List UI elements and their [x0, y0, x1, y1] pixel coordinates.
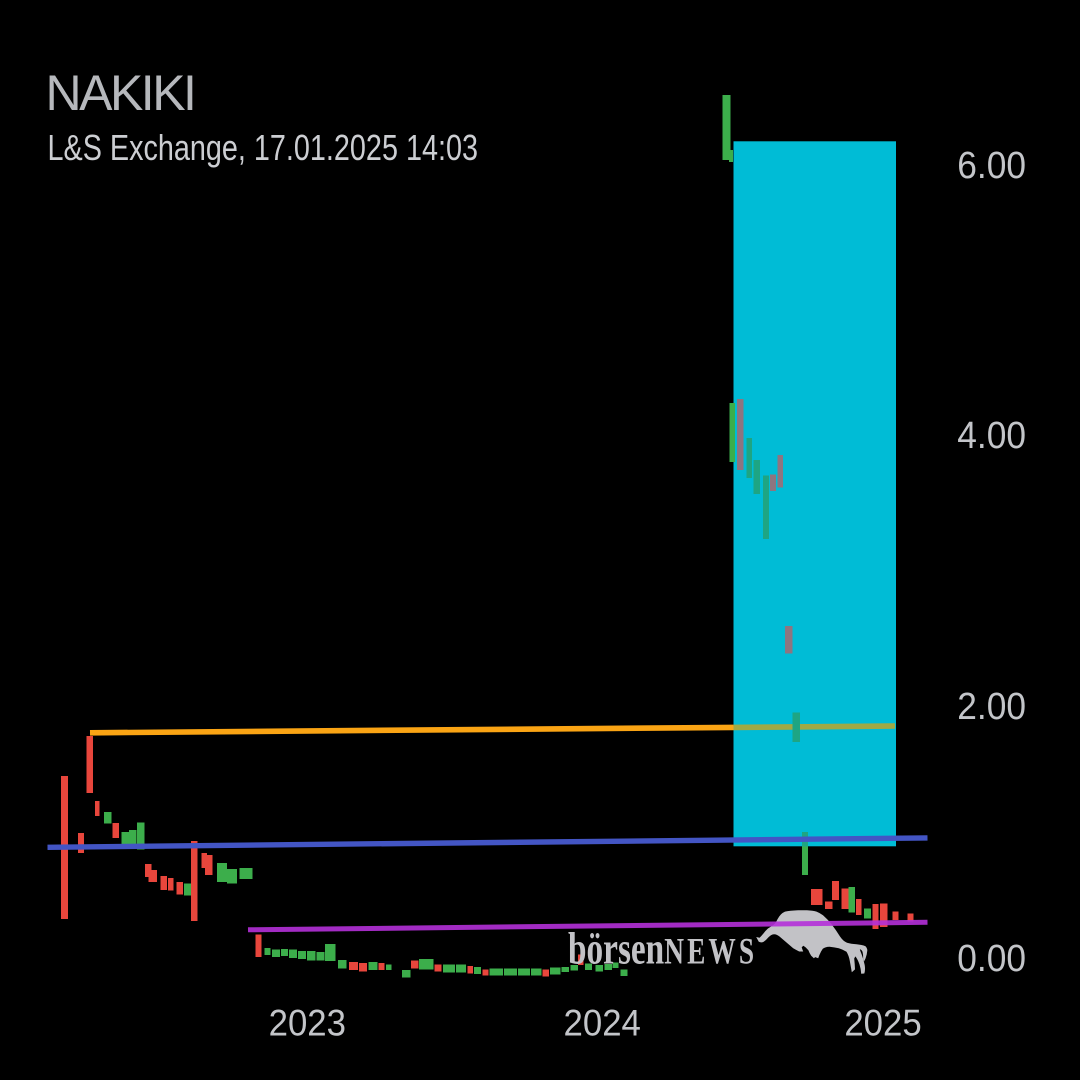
svg-text:börsenNEWS: börsenNEWS — [568, 924, 757, 974]
svg-text:4.00: 4.00 — [957, 414, 1026, 456]
svg-text:2024: 2024 — [564, 1003, 641, 1044]
svg-text:2.00: 2.00 — [957, 685, 1026, 727]
svg-text:2025: 2025 — [844, 1003, 921, 1044]
svg-text:0.00: 0.00 — [957, 937, 1026, 979]
svg-text:NAKIKI: NAKIKI — [46, 65, 195, 121]
svg-text:6.00: 6.00 — [957, 144, 1026, 186]
svg-text:L&S Exchange, 17.01.2025 14:03: L&S Exchange, 17.01.2025 14:03 — [48, 127, 478, 168]
svg-text:2023: 2023 — [269, 1003, 346, 1044]
